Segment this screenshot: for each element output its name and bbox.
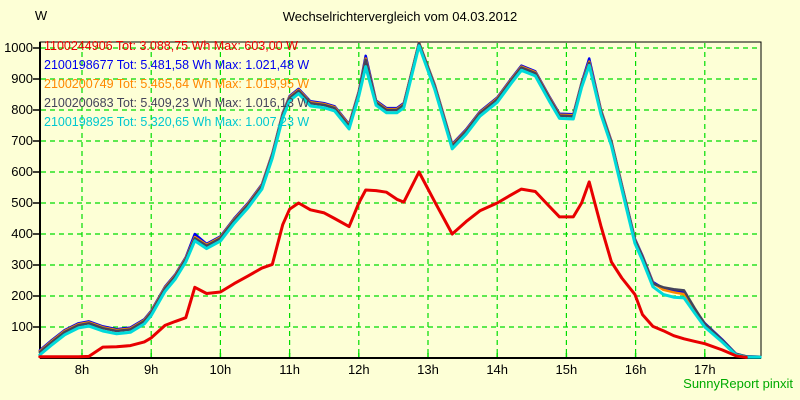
y-tick-label-700: 700 (11, 133, 33, 148)
x-tick-label-16h: 16h (624, 362, 647, 377)
series-line-2100198925 (38, 44, 762, 359)
x-tick-label-10h: 10h (209, 362, 232, 377)
watermark: SunnyReport pinxit (683, 376, 793, 391)
series-line-1100244906 (38, 170, 748, 359)
legend-entry-2100198677: 2100198677 Tot: 5.481,58 Wh Max: 1.021,4… (44, 58, 310, 72)
y-tick-label-100: 100 (11, 319, 33, 334)
x-tick-label-8h: 8h (74, 362, 90, 377)
chart-title: Wechselrichtervergleich vom 04.03.2012 (282, 9, 518, 24)
y-tick-label-300: 300 (11, 257, 33, 272)
x-tick-label-9h: 9h (143, 362, 159, 377)
x-tick-label-11h: 11h (279, 362, 300, 377)
x-tick-label-17h: 17h (693, 362, 716, 377)
legend-entry-2100200683: 2100200683 Tot: 5.409,23 Wh Max: 1.016,1… (44, 96, 310, 110)
y-axis-unit-label: W (34, 8, 48, 23)
y-tick-label-400: 400 (11, 226, 33, 241)
y-tick-label-800: 800 (11, 102, 33, 117)
y-tick-label-600: 600 (11, 164, 33, 179)
x-tick-label-14h: 14h (486, 362, 509, 377)
x-tick-label-15h: 15h (555, 362, 578, 377)
y-tick-label-500: 500 (11, 195, 33, 210)
y-tick-label-200: 200 (11, 288, 33, 303)
x-tick-label-12h: 12h (347, 362, 370, 377)
y-tick-label-900: 900 (11, 71, 33, 86)
y-tick-label-1000: 1000 (4, 40, 33, 55)
x-tick-label-13h: 13h (417, 362, 439, 377)
legend-entry-2100200749: 2100200749 Tot: 5.465,64 Wh Max: 1.019,9… (44, 77, 310, 91)
legend-entry-1100244906: 1100244906 Tot: 3.088,75 Wh Max: 603,00 … (44, 39, 298, 53)
legend-entry-2100198925: 2100198925 Tot: 5.320,65 Wh Max: 1.007,2… (44, 115, 310, 129)
